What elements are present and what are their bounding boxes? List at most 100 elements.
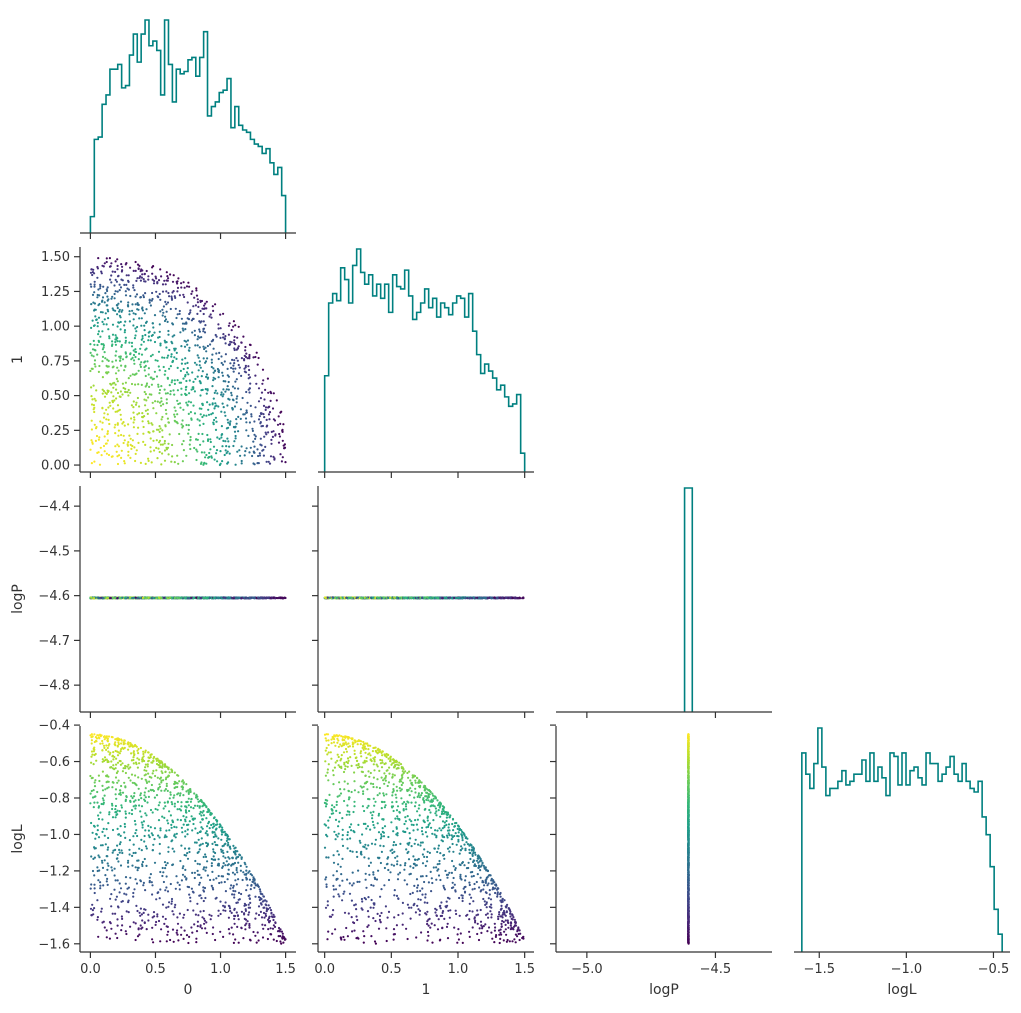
scatter-point	[277, 441, 281, 444]
scatter-point	[253, 463, 256, 466]
scatter-point	[97, 330, 100, 333]
scatter-point	[173, 419, 176, 422]
scatter-point	[105, 452, 108, 455]
scatter-point	[281, 932, 284, 935]
scatter-point	[196, 375, 199, 378]
scatter-point	[209, 918, 212, 921]
scatter-point	[136, 263, 140, 266]
scatter-point	[225, 445, 228, 448]
scatter-point	[104, 357, 107, 360]
scatter-point	[144, 360, 147, 363]
scatter-point	[187, 400, 190, 403]
scatter-point	[141, 273, 144, 276]
scatter-point	[115, 377, 118, 380]
scatter-point	[332, 596, 335, 599]
scatter-point	[135, 401, 138, 404]
scatter-point	[160, 928, 163, 931]
scatter-point	[176, 881, 179, 884]
scatter-point	[243, 454, 246, 457]
scatter-point	[254, 917, 257, 920]
scatter-point	[97, 935, 100, 938]
scatter-point	[217, 376, 220, 379]
scatter-point	[124, 771, 127, 775]
scatter-point	[132, 411, 135, 414]
scatter-point	[136, 325, 139, 329]
scatter-point	[96, 325, 99, 328]
scatter-point	[246, 357, 249, 360]
scatter-point	[135, 279, 138, 282]
scatter-point	[157, 350, 161, 353]
scatter-point	[107, 418, 110, 421]
scatter-point	[150, 299, 153, 302]
scatter-point	[129, 391, 132, 394]
scatter-point	[183, 345, 187, 348]
scatter-point	[160, 385, 163, 388]
scatter-point	[111, 786, 114, 789]
scatter-point	[193, 329, 196, 332]
scatter-point	[106, 439, 109, 442]
scatter-point	[249, 446, 252, 449]
scatter-point	[150, 334, 153, 337]
scatter-point	[233, 596, 236, 599]
scatter-point	[114, 372, 118, 375]
scatter-point	[110, 344, 114, 347]
scatter-point	[353, 596, 356, 599]
scatter-point	[114, 932, 117, 935]
scatter-point	[139, 365, 142, 368]
scatter-point	[240, 341, 243, 344]
scatter-point	[128, 812, 131, 815]
scatter-point	[164, 300, 167, 303]
scatter-point	[100, 270, 103, 273]
scatter-point	[157, 919, 161, 923]
scatter-point	[464, 597, 467, 600]
scatter-point	[112, 764, 115, 767]
scatter-point	[130, 812, 134, 816]
scatter-point	[147, 275, 150, 278]
scatter-point	[130, 417, 133, 420]
scatter-point	[253, 597, 256, 600]
scatter-point	[134, 334, 137, 337]
histogram-step	[89, 19, 287, 233]
scatter-point	[220, 433, 223, 437]
scatter-point	[264, 388, 267, 391]
scatter-point	[157, 365, 160, 368]
scatter-point	[266, 937, 269, 941]
scatter-point	[163, 279, 166, 282]
scatter-point	[227, 421, 230, 424]
scatter-point	[220, 410, 223, 413]
scatter-point	[196, 354, 199, 357]
scatter-point	[160, 397, 163, 400]
scatter-point	[114, 359, 118, 362]
scatter-point	[112, 309, 115, 312]
scatter-point	[183, 847, 187, 850]
scatter-point	[137, 369, 140, 372]
scatter-point	[198, 364, 201, 367]
scatter-point	[240, 597, 243, 600]
scatter-point	[237, 387, 240, 390]
scatter-point	[116, 827, 119, 831]
scatter-point	[159, 888, 162, 891]
scatter-point	[161, 443, 164, 446]
scatter-point	[142, 755, 145, 758]
scatter-point	[201, 370, 204, 373]
scatter-point	[109, 278, 112, 281]
scatter-point	[131, 303, 134, 306]
scatter-point	[181, 460, 184, 463]
scatter-point	[236, 450, 239, 453]
scatter-point	[136, 396, 139, 400]
scatter-point	[192, 305, 195, 308]
scatter-point	[107, 371, 110, 374]
scatter-point	[231, 398, 235, 401]
scatter-point	[113, 292, 116, 296]
scatter-point	[119, 357, 122, 360]
scatter-point	[133, 446, 136, 449]
scatter-point	[187, 349, 190, 352]
scatter-point	[136, 859, 139, 862]
scatter-point	[244, 349, 247, 352]
scatter-point	[232, 325, 235, 328]
scatter-point	[233, 359, 236, 362]
scatter-point	[143, 398, 146, 401]
scatter-point	[224, 335, 227, 338]
scatter-point	[128, 341, 131, 344]
scatter-point	[111, 333, 115, 336]
